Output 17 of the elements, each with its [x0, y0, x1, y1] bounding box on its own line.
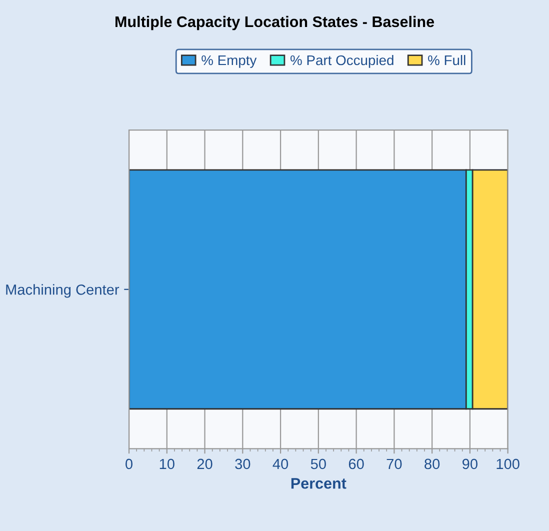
- x-tick-label: 30: [235, 458, 250, 470]
- x-tick-label: 40: [272, 458, 288, 470]
- x-tick-label: 60: [348, 458, 364, 470]
- legend-label: % Empty: [202, 55, 257, 68]
- legend-label: % Part Occupied: [290, 54, 394, 68]
- x-tick-label: 80: [424, 458, 440, 470]
- x-tick-label: 10: [160, 458, 174, 470]
- x-tick-label: 100: [496, 458, 520, 470]
- x-tick-label: 70: [386, 458, 402, 470]
- x-tick-label: 20: [197, 458, 212, 470]
- x-tick-label: 0: [126, 458, 132, 470]
- legend-label: % Full: [428, 54, 466, 66]
- x-tick-label: 50: [310, 458, 326, 470]
- chart-title: Multiple Capacity Location States - Baseline: [116, 16, 434, 30]
- x-tick-label: 90: [462, 458, 478, 470]
- x-axis-title: Percent: [291, 478, 346, 489]
- y-tick-label: Machining Center: [6, 284, 120, 298]
